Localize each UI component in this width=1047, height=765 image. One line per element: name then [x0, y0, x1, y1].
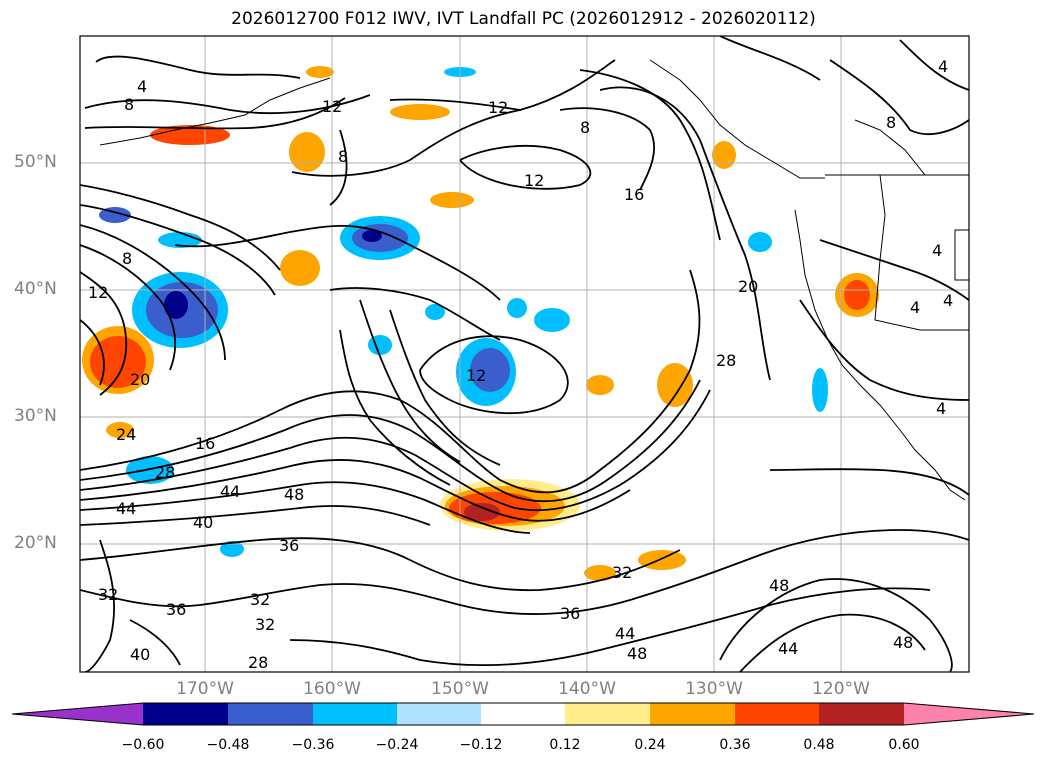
colorbar-tick-label: −0.24	[375, 737, 419, 753]
contour-label: 36	[279, 536, 299, 555]
contour-label: 12	[524, 171, 544, 190]
colorbar-tick-label: 0.60	[888, 737, 920, 753]
contour-label: 12	[88, 283, 108, 302]
contour-label: 44	[615, 624, 635, 643]
lon-label-150w: 150°W	[431, 679, 489, 699]
map-frame	[79, 35, 970, 673]
colorbar	[11, 702, 1035, 726]
contour-label: 40	[130, 645, 150, 664]
lat-label-50n: 50°N	[14, 152, 57, 172]
contour-label: 8	[580, 118, 590, 137]
lat-label-30n: 30°N	[14, 406, 57, 426]
contour-label: 20	[738, 277, 758, 296]
contour-labels: 4 8 12 12 8 8 12 16 20 28 8 12 20 24 28 …	[88, 57, 953, 672]
iwv-contours	[80, 36, 969, 672]
contour-label: 16	[195, 434, 215, 453]
contour-label: 4	[910, 298, 920, 317]
contour-label: 36	[166, 600, 186, 619]
colorbar-tick-label: 0.36	[719, 737, 751, 753]
colorbar-bin	[735, 703, 819, 725]
colorbar-tick-label: −0.48	[206, 737, 250, 753]
colorbar-tick-label: −0.36	[291, 737, 335, 753]
lon-label-140w: 140°W	[558, 679, 616, 699]
colorbar-extend-high	[904, 703, 1034, 725]
chart-title: 2026012700 F012 IWV, IVT Landfall PC (20…	[231, 9, 816, 29]
contour-label: 44	[220, 482, 240, 501]
contour-label: 20	[130, 370, 150, 389]
map-plot-area: 4 8 12 12 8 8 12 16 20 28 8 12 20 24 28 …	[80, 36, 969, 672]
graticule	[80, 36, 969, 672]
contour-label: 12	[466, 366, 486, 385]
contour-label: 40	[193, 513, 213, 532]
colorbar-bin	[228, 703, 313, 725]
colorbar-tick-label: 0.12	[549, 737, 581, 753]
contour-label: 24	[116, 425, 136, 444]
contour-label: 32	[250, 590, 270, 609]
colorbar-bin	[565, 703, 650, 725]
contour-label: 48	[769, 576, 789, 595]
colorbar-tick-label: −0.12	[459, 737, 503, 753]
contour-label: 44	[116, 499, 136, 518]
contour-label: 28	[248, 653, 268, 672]
lon-label-120w: 120°W	[812, 679, 870, 699]
lon-label-160w: 160°W	[303, 679, 361, 699]
contour-label: 28	[155, 463, 175, 482]
colorbar-bin	[481, 703, 565, 725]
contour-label: 32	[255, 615, 275, 634]
colorbar-extend-low	[12, 703, 143, 725]
contour-label: 32	[98, 585, 118, 604]
coastlines	[99, 59, 969, 501]
colorbar-tick-label: 0.24	[634, 737, 666, 753]
colorbar-tick-label: 0.48	[803, 737, 835, 753]
contour-label: 32	[612, 563, 632, 582]
anomaly-shading	[82, 66, 879, 581]
contour-label: 4	[936, 399, 946, 418]
contour-label: 8	[124, 95, 134, 114]
colorbar-bin	[313, 703, 397, 725]
contour-label: 16	[624, 185, 644, 204]
colorbar-bin	[650, 703, 735, 725]
colorbar-bin	[143, 703, 228, 725]
contour-label: 4	[932, 241, 942, 260]
lat-label-20n: 20°N	[14, 533, 57, 553]
contour-label: 8	[338, 147, 348, 166]
contour-label: 4	[137, 77, 147, 96]
contour-label: 4	[938, 57, 948, 76]
colorbar-tick-label: −0.60	[121, 737, 165, 753]
contour-label: 48	[627, 644, 647, 663]
contour-label: 36	[560, 604, 580, 623]
lon-label-170w: 170°W	[176, 679, 234, 699]
lat-label-40n: 40°N	[14, 279, 57, 299]
colorbar-bin	[397, 703, 481, 725]
contour-label: 8	[122, 249, 132, 268]
contour-label: 28	[716, 351, 736, 370]
contour-label: 4	[943, 291, 953, 310]
contour-label: 12	[488, 98, 508, 117]
contour-label: 8	[886, 113, 896, 132]
colorbar-bin	[819, 703, 904, 725]
contour-label: 48	[284, 485, 304, 504]
lon-label-130w: 130°W	[685, 679, 743, 699]
contour-label: 44	[778, 639, 798, 658]
contour-label: 48	[893, 633, 913, 652]
contour-label: 12	[322, 97, 342, 116]
